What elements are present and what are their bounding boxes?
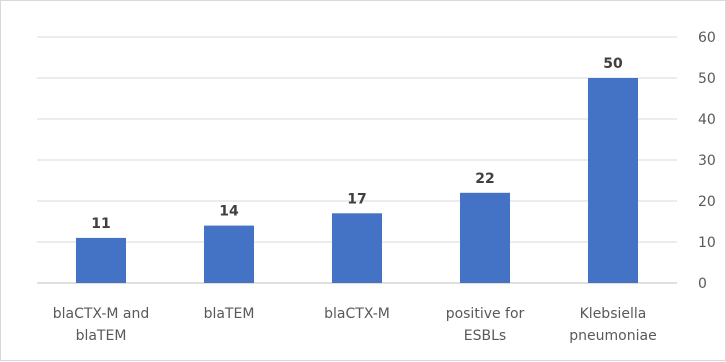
bar — [332, 213, 382, 283]
data-label: 14 — [219, 204, 239, 220]
category-label: positive for — [446, 306, 525, 322]
y-tick-label: 50 — [698, 71, 716, 87]
bar — [204, 225, 254, 283]
data-label: 11 — [91, 216, 110, 232]
data-labels: 11 14 17 22 50 — [91, 56, 623, 232]
bar — [460, 192, 510, 283]
y-tick-label: 30 — [698, 153, 716, 169]
y-tick-label: 40 — [698, 112, 716, 128]
category-label: ESBLs — [464, 328, 506, 344]
category-label: blaTEM — [76, 328, 127, 344]
y-axis-ticks: 0 10 20 30 40 50 60 — [698, 30, 716, 292]
bar — [76, 237, 126, 283]
y-tick-label: 10 — [698, 235, 716, 251]
category-label: blaCTX-M and — [53, 306, 150, 322]
category-label: pneumoniae — [569, 328, 656, 344]
category-label: Klebsiella — [580, 306, 647, 322]
y-tick-label: 20 — [698, 194, 716, 210]
y-tick-label: 0 — [698, 276, 707, 292]
bars — [76, 78, 638, 283]
y-tick-label: 60 — [698, 30, 716, 46]
data-label: 17 — [347, 191, 366, 207]
data-label: 50 — [603, 56, 623, 72]
bar — [588, 78, 638, 283]
gridlines — [37, 36, 677, 284]
data-label: 22 — [475, 171, 494, 187]
category-labels: blaCTX-M and blaTEM blaTEM blaCTX-M positive… — [53, 306, 657, 344]
category-label: blaTEM — [204, 306, 255, 322]
category-label: blaCTX-M — [324, 306, 390, 322]
